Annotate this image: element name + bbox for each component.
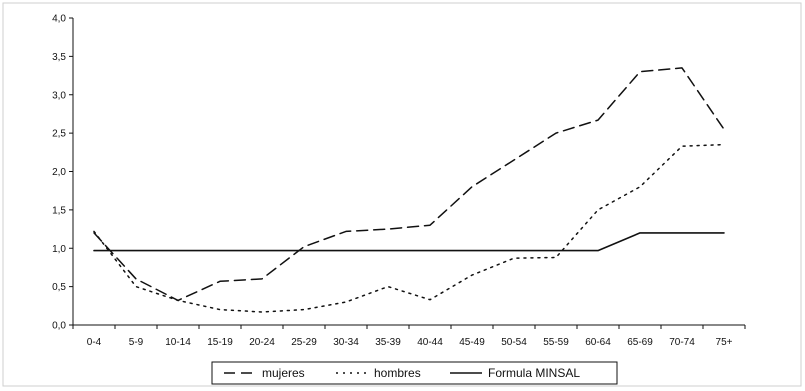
y-tick-label: 2,0 — [52, 167, 66, 178]
chart-frame — [2, 2, 802, 387]
x-tick-label: 10-14 — [165, 337, 191, 348]
y-tick-label: 1,0 — [52, 244, 66, 255]
legend-label-hombres: hombres — [374, 366, 421, 380]
axes: 0,0 0,5 1,0 1,5 2,0 2,5 3,0 3,5 4,0 0-4 5-9 10-14 15… — [52, 14, 746, 348]
x-tick-label: 35-39 — [375, 337, 401, 348]
x-tick-label: 55-59 — [543, 337, 569, 348]
x-tick-label: 30-34 — [333, 337, 359, 348]
series-line-hombres — [93, 143, 725, 313]
x-tick-label: 40-44 — [417, 337, 443, 348]
x-tick-label: 0-4 — [87, 337, 102, 348]
legend: mujeres hombres Formula MINSAL — [211, 361, 618, 385]
y-tick-label: 3,0 — [52, 90, 66, 101]
legend-box — [211, 361, 618, 385]
x-tick-label: 5-9 — [129, 337, 144, 348]
legend-label-formula-minsal: Formula MINSAL — [488, 366, 580, 380]
y-tick-label: 0,0 — [52, 321, 66, 332]
x-tick-label: 75+ — [716, 337, 733, 348]
x-tick-label: 45-49 — [459, 337, 485, 348]
y-tick-label: 1,5 — [52, 205, 66, 216]
x-tick-label: 65-69 — [627, 337, 653, 348]
x-tick-label: 70-74 — [669, 337, 695, 348]
y-tick-label: 3,5 — [52, 52, 66, 63]
series-line-formula-minsal — [93, 232, 725, 252]
series-line-mujeres — [93, 67, 725, 302]
x-tick-label: 15-19 — [207, 337, 233, 348]
x-tick-label: 50-54 — [501, 337, 527, 348]
series-layer — [93, 67, 725, 313]
legend-label-mujeres: mujeres — [262, 366, 305, 380]
x-tick-label: 25-29 — [291, 337, 317, 348]
y-tick-label: 0,5 — [52, 282, 66, 293]
y-tick-label: 4,0 — [52, 14, 66, 25]
x-tick-label: 60-64 — [585, 337, 611, 348]
x-tick-label: 20-24 — [249, 337, 275, 348]
y-tick-label: 2,5 — [52, 129, 66, 140]
